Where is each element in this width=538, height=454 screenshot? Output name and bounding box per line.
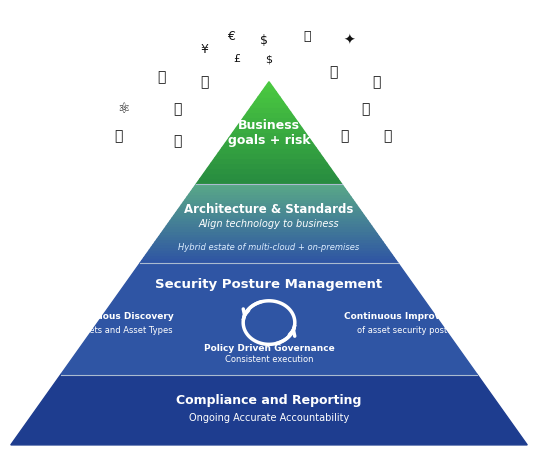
Polygon shape [247, 107, 291, 112]
Polygon shape [172, 216, 366, 218]
Polygon shape [168, 221, 370, 224]
Text: Consistent execution: Consistent execution [225, 355, 313, 364]
Polygon shape [157, 237, 381, 240]
Polygon shape [159, 234, 379, 237]
Text: 🏭: 🏭 [157, 70, 166, 84]
Polygon shape [207, 163, 331, 168]
Text: $: $ [260, 35, 267, 47]
Polygon shape [170, 218, 368, 221]
Text: €: € [228, 30, 235, 43]
Text: ⚛: ⚛ [117, 102, 130, 116]
Polygon shape [61, 263, 477, 375]
Text: $: $ [265, 54, 273, 64]
Text: 🚢: 🚢 [200, 75, 209, 89]
Text: Architecture & Standards: Architecture & Standards [185, 202, 353, 216]
Polygon shape [225, 138, 313, 143]
Text: 🏠: 🏠 [372, 75, 381, 89]
Polygon shape [162, 229, 376, 232]
Text: of asset security posture: of asset security posture [357, 326, 461, 335]
Polygon shape [196, 179, 342, 184]
Polygon shape [211, 158, 327, 163]
Text: Continuous Improvement: Continuous Improvement [344, 312, 473, 321]
Text: 🏦: 🏦 [329, 66, 338, 79]
Text: ✦: ✦ [344, 34, 356, 48]
Text: Ongoing Accurate Accountability: Ongoing Accurate Accountability [189, 413, 349, 423]
Text: 📊: 📊 [303, 30, 310, 43]
Text: Continuous Discovery: Continuous Discovery [63, 312, 174, 321]
Polygon shape [229, 133, 309, 138]
Polygon shape [222, 143, 316, 148]
Polygon shape [150, 247, 388, 250]
Polygon shape [189, 192, 349, 194]
Polygon shape [142, 258, 396, 261]
Text: Business
goals + risk: Business goals + risk [228, 119, 310, 147]
Polygon shape [236, 123, 302, 128]
Polygon shape [178, 208, 360, 210]
Polygon shape [160, 232, 377, 234]
Polygon shape [11, 375, 527, 445]
Text: 🏭: 🏭 [383, 129, 392, 143]
Text: 🧰: 🧰 [173, 134, 182, 148]
Polygon shape [144, 255, 394, 258]
Polygon shape [166, 224, 372, 226]
Polygon shape [240, 118, 298, 123]
Polygon shape [193, 187, 345, 189]
Polygon shape [147, 250, 391, 253]
Text: Security Posture Management: Security Posture Management [155, 278, 383, 291]
Polygon shape [251, 102, 287, 107]
Polygon shape [183, 200, 355, 202]
Polygon shape [200, 174, 338, 179]
Polygon shape [174, 213, 364, 216]
Polygon shape [215, 153, 323, 158]
Polygon shape [265, 82, 273, 87]
Polygon shape [233, 128, 305, 133]
Polygon shape [181, 202, 357, 205]
Text: Align technology to business: Align technology to business [199, 218, 339, 229]
Text: 🧬: 🧬 [362, 102, 370, 116]
Polygon shape [140, 261, 398, 263]
Polygon shape [195, 184, 344, 187]
Text: ¥: ¥ [201, 44, 208, 56]
Polygon shape [153, 242, 385, 245]
Polygon shape [175, 210, 363, 213]
Text: ⛏: ⛏ [114, 129, 123, 143]
Polygon shape [145, 253, 392, 255]
Polygon shape [254, 97, 284, 102]
Polygon shape [262, 87, 277, 92]
Polygon shape [179, 205, 359, 208]
Text: Hybrid estate of multi-cloud + on-premises: Hybrid estate of multi-cloud + on-premis… [179, 243, 359, 252]
Polygon shape [185, 197, 353, 200]
Text: 🏛: 🏛 [340, 129, 349, 143]
Polygon shape [155, 240, 383, 242]
Polygon shape [151, 245, 387, 247]
Text: £: £ [233, 54, 240, 64]
Polygon shape [258, 92, 280, 97]
Polygon shape [244, 112, 294, 118]
Polygon shape [191, 189, 348, 192]
Text: Compliance and Reporting: Compliance and Reporting [176, 394, 362, 407]
Text: of Assets and Asset Types: of Assets and Asset Types [64, 326, 173, 335]
Text: 🚛: 🚛 [173, 102, 182, 116]
Polygon shape [187, 194, 351, 197]
Polygon shape [218, 148, 320, 153]
Text: Policy Driven Governance: Policy Driven Governance [203, 344, 335, 353]
Polygon shape [203, 168, 334, 174]
Polygon shape [165, 226, 373, 229]
